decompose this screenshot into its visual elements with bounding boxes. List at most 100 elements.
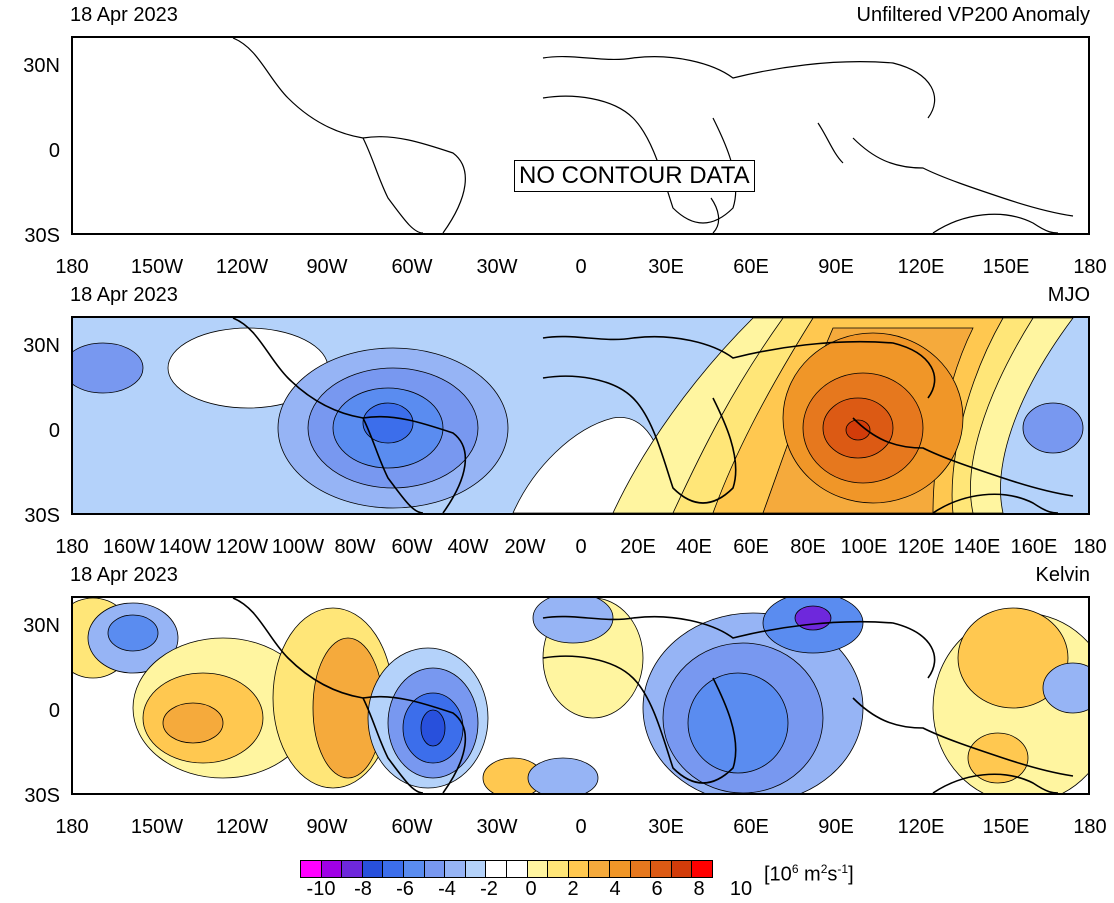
lat-label-0: 0 [48,700,60,722]
colorbar-swatch [423,860,446,878]
colorbar-swatch [341,860,363,878]
colorbar-tick-label: -6 [396,878,414,900]
mjo-contour-map [73,318,1088,513]
lon-label: 90W [306,816,348,838]
colorbar-swatch [505,860,528,878]
colorbar-swatch [361,860,384,878]
lat-label-30n: 30N [23,615,60,637]
panel-mjo: 18 Apr 2023 MJO 30N 0 30S [0,280,1114,560]
colorbar-tick-label: -4 [438,878,456,900]
lat-label-30s: 30S [24,225,60,247]
lat-label-30s: 30S [24,785,60,807]
lon-label: 150E [982,256,1030,278]
colorbar-tick-label: 8 [693,878,705,900]
lon-label: 40W [447,536,489,558]
lon-label: 90E [818,256,854,278]
lon-label: 60E [733,256,769,278]
colorbar [300,860,713,878]
lon-label: 0 [575,256,587,278]
lon-label: 180 [55,536,89,558]
lon-label: 60E [733,536,769,558]
colorbar-tick-label: -8 [354,878,372,900]
lon-label: 140W [158,536,212,558]
lon-label: 180 [55,256,89,278]
lon-label: 20E [620,536,656,558]
lon-label: 120W [215,816,269,838]
colorbar-swatch [670,860,693,878]
colorbar-swatch [526,860,549,878]
panel-kelvin: 18 Apr 2023 Kelvin 30N 0 30S [0,560,1114,840]
colorbar-tick-label: -2 [480,878,498,900]
colorbar-tick-label: 4 [609,878,621,900]
lon-label: 100W [271,536,325,558]
lon-label: 60W [391,256,433,278]
lat-label-30s: 30S [24,505,60,527]
lon-label: 150W [130,816,184,838]
panel-date: 18 Apr 2023 [70,564,178,586]
panel-unfiltered: 18 Apr 2023 Unfiltered VP200 Anomaly 30N… [0,0,1114,280]
lon-label: 60W [391,816,433,838]
lon-label: 120E [897,816,945,838]
lon-label: 60W [391,536,433,558]
colorbar-swatch [567,860,590,878]
lon-label: 160E [1010,536,1058,558]
panel-date: 18 Apr 2023 [70,4,178,26]
colorbar-swatch [691,860,713,878]
lon-label: 120E [897,536,945,558]
lon-label: 60E [733,816,769,838]
lon-label: 80W [334,536,376,558]
colorbar-swatch [444,860,466,878]
kelvin-contour-map [73,598,1088,793]
lon-label: 180 [1073,256,1107,278]
map-area: NO CONTOUR DATA [71,36,1090,235]
lon-label: 90W [306,256,348,278]
no-contour-data-label: NO CONTOUR DATA [514,160,755,192]
colorbar-tick-label: 10 [729,878,753,900]
lon-label: 120E [897,256,945,278]
lon-label: 180 [1073,536,1107,558]
map-area [71,316,1090,515]
colorbar-tick-label: 0 [525,878,537,900]
coastline-map [232,38,1074,233]
lat-label-0: 0 [48,140,60,162]
colorbar-tick-label: 6 [651,878,663,900]
colorbar-swatch [320,860,343,878]
lon-label: 0 [575,816,587,838]
lon-label: 150E [982,816,1030,838]
colorbar-swatch [382,860,404,878]
lon-label: 100E [840,536,888,558]
lon-label: 140E [953,536,1001,558]
lat-label-30n: 30N [23,335,60,357]
colorbar-tick-label: -10 [306,878,336,900]
lon-label: 0 [575,536,587,558]
lon-label: 150W [130,256,184,278]
lon-label: 120W [215,256,269,278]
colorbar-tick-label: 2 [567,878,579,900]
lon-label: 30W [476,816,518,838]
colorbar-swatch [300,860,322,878]
panel-title: Kelvin [1035,564,1090,586]
lon-label: 180 [55,816,89,838]
panel-title: Unfiltered VP200 Anomaly [856,4,1090,26]
colorbar-swatch [629,860,652,878]
colorbar-swatch [485,860,507,878]
lon-label: 40E [676,536,712,558]
colorbar-swatch [464,860,487,878]
lon-label: 30E [648,256,684,278]
lon-label: 20W [504,536,546,558]
lon-label: 80E [790,536,826,558]
lat-label-0: 0 [48,420,60,442]
colorbar-swatch [608,860,631,878]
colorbar-units: [106 m2s-1] [764,862,854,886]
lon-label: 90E [818,816,854,838]
panel-title: MJO [1047,284,1090,306]
panel-date: 18 Apr 2023 [70,284,178,306]
colorbar-swatch [650,860,672,878]
colorbar-swatch [588,860,610,878]
lon-label: 30W [476,256,518,278]
lon-label: 30E [648,816,684,838]
lon-label: 120W [215,536,269,558]
map-area [71,596,1090,795]
colorbar-swatch [402,860,425,878]
lon-label: 180 [1073,816,1107,838]
